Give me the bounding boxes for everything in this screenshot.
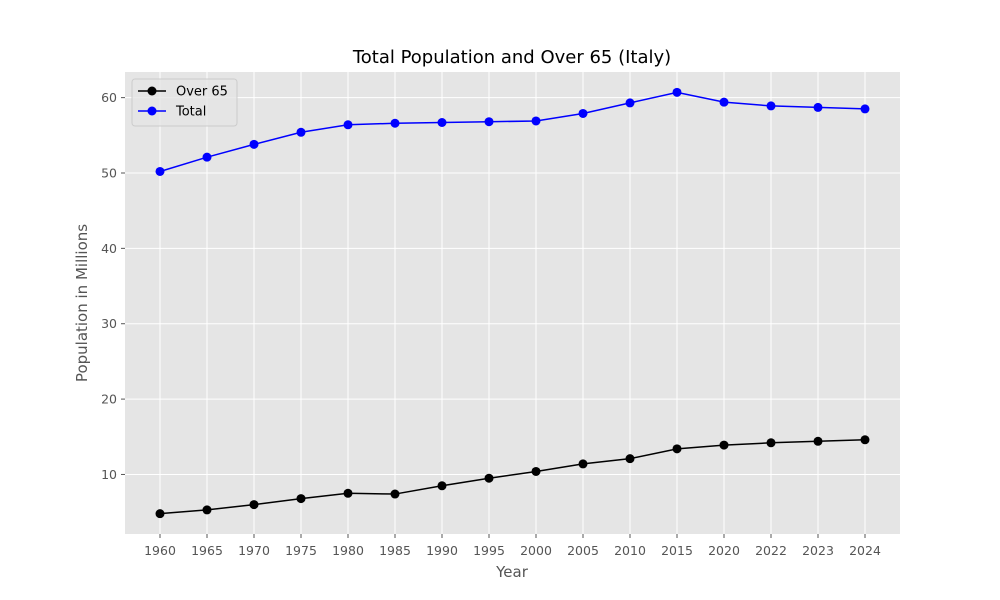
x-tick-label: 2015 [661, 543, 693, 558]
x-tick-label: 2005 [567, 543, 599, 558]
data-point-over-65 [390, 489, 400, 499]
data-point-over-65 [202, 505, 212, 515]
y-tick-label: 30 [101, 316, 117, 331]
y-tick-label: 40 [101, 241, 117, 256]
x-tick-label: 2024 [849, 543, 881, 558]
x-tick-label: 1995 [473, 543, 505, 558]
data-point-over-65 [155, 509, 165, 519]
data-point-total [202, 152, 212, 162]
data-point-total [437, 117, 447, 127]
series-line-over-65 [159, 439, 866, 515]
data-point-total [813, 102, 823, 112]
data-point-total [578, 108, 588, 118]
data-point-over-65 [437, 481, 447, 491]
x-tick-label: 1970 [238, 543, 270, 558]
data-point-over-65 [531, 466, 541, 476]
legend-marker-over-65 [147, 86, 157, 96]
data-point-over-65 [484, 473, 494, 483]
data-point-over-65 [625, 454, 635, 464]
x-tick-label: 2020 [708, 543, 740, 558]
x-tick-label: 1990 [426, 543, 458, 558]
chart-title: Total Population and Over 65 (Italy) [352, 47, 671, 68]
legend: Over 65 Total [131, 78, 238, 127]
y-axis-ticks: 10 20 30 40 50 60 [101, 90, 125, 482]
data-point-over-65 [343, 488, 353, 498]
x-tick-label: 2010 [614, 543, 646, 558]
data-point-total [296, 127, 306, 137]
data-point-total [249, 139, 259, 149]
x-tick-label: 1975 [285, 543, 317, 558]
x-tick-label: 1960 [144, 543, 176, 558]
x-axis-label: Year [495, 563, 529, 581]
y-tick-label: 20 [101, 392, 117, 407]
data-point-total [390, 118, 400, 128]
series-line-total [159, 91, 866, 173]
data-point-total [155, 166, 165, 176]
data-point-over-65 [766, 438, 776, 448]
data-point-over-65 [249, 500, 259, 510]
data-point-over-65 [860, 435, 870, 445]
legend-label-total: Total [175, 105, 206, 120]
x-tick-label: 1965 [191, 543, 223, 558]
data-point-total [343, 120, 353, 130]
x-tick-label: 2023 [802, 543, 834, 558]
data-point-over-65 [296, 494, 306, 504]
legend-marker-total [147, 106, 157, 116]
y-axis-label: Population in Millions [73, 224, 91, 382]
x-axis-ticks: 1960 1965 1970 1975 1980 1985 1990 1995 2000 2005… [144, 534, 881, 558]
legend-label-over-65: Over 65 [176, 85, 228, 100]
series-group [155, 87, 870, 519]
plot-area [125, 72, 900, 534]
x-tick-label: 2000 [520, 543, 552, 558]
data-point-total [484, 117, 494, 127]
y-tick-label: 10 [101, 467, 117, 482]
y-tick-label: 60 [101, 90, 117, 105]
y-tick-label: 50 [101, 165, 117, 180]
data-point-total [672, 87, 682, 97]
x-tick-label: 1985 [379, 543, 411, 558]
data-point-over-65 [672, 444, 682, 454]
data-point-total [766, 101, 776, 111]
data-point-over-65 [719, 440, 729, 450]
data-point-over-65 [578, 459, 588, 469]
data-point-over-65 [813, 436, 823, 446]
data-point-total [860, 104, 870, 114]
data-point-total [625, 98, 635, 108]
data-point-total [531, 116, 541, 126]
x-tick-label: 2022 [755, 543, 787, 558]
data-point-total [719, 97, 729, 107]
x-tick-label: 1980 [332, 543, 364, 558]
